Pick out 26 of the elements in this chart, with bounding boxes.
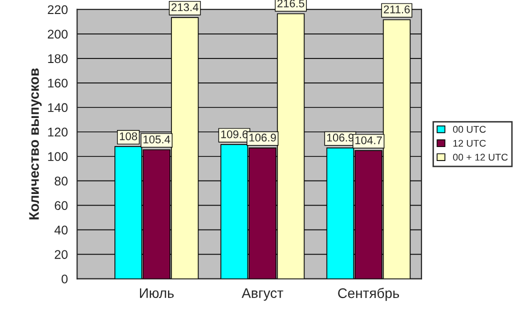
y-tick-label: 0 <box>62 274 68 284</box>
y-tick-label: 60 <box>54 201 68 210</box>
y-tick-label: 220 <box>48 5 68 14</box>
data-label: 104.7 <box>355 136 382 144</box>
legend-label: 12 UTC <box>453 140 486 147</box>
y-tick-label: 20 <box>54 250 68 259</box>
y-tick-label: 100 <box>48 152 68 162</box>
y-tick-label: 140 <box>48 103 68 112</box>
data-label: 108 <box>120 132 138 140</box>
y-tick-label: 160 <box>48 78 68 88</box>
data-label: 216.5 <box>277 0 304 8</box>
y-tick-label: 120 <box>48 128 68 137</box>
y-tick-label: 40 <box>54 226 68 234</box>
data-label: 105.4 <box>144 136 170 144</box>
data-label: 106.9 <box>249 134 276 142</box>
legend-label: 00 UTC <box>453 126 486 133</box>
y-tick-label: 180 <box>48 54 68 64</box>
x-tick-label: Сентябрь <box>338 288 400 301</box>
x-tick-label: Август <box>242 288 284 301</box>
y-tick-label: 80 <box>54 176 68 186</box>
legend-label: 00 + 12 UTC <box>453 154 508 161</box>
data-label: 211.6 <box>384 6 410 14</box>
y-axis-title: Количество выпусков <box>29 68 42 220</box>
data-label: 213.4 <box>171 3 198 12</box>
y-tick-label: 200 <box>48 30 68 39</box>
x-tick-label: Июль <box>140 288 174 298</box>
